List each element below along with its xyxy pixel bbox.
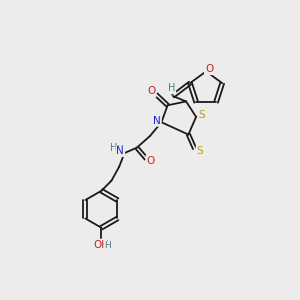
- Text: H: H: [110, 143, 117, 153]
- Text: S: S: [196, 146, 203, 157]
- Text: N: N: [116, 146, 124, 157]
- Text: O: O: [146, 156, 155, 166]
- Text: O: O: [205, 64, 213, 74]
- Text: H: H: [168, 83, 175, 93]
- Text: S: S: [198, 110, 205, 120]
- Text: N: N: [153, 116, 161, 126]
- Text: H: H: [104, 241, 111, 250]
- Text: OH: OH: [93, 240, 110, 250]
- Text: O: O: [147, 86, 156, 96]
- Text: HN: HN: [110, 145, 124, 155]
